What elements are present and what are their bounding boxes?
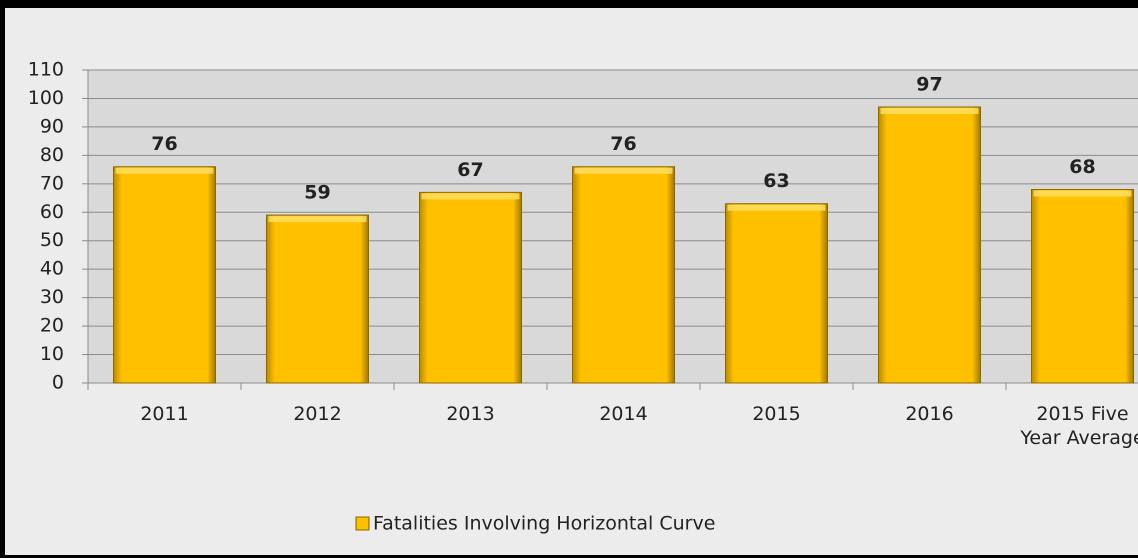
bar-bevel — [268, 216, 367, 223]
bar — [725, 203, 828, 384]
value-label: 67 — [457, 159, 483, 181]
x-tick-label: 2013 — [446, 403, 495, 425]
legend-label: Fatalities Involving Horizontal Curve — [373, 513, 715, 535]
bar — [1031, 189, 1134, 384]
x-tick-label: 2014 — [599, 403, 648, 425]
y-tick-label: 40 — [40, 258, 64, 280]
chart: 0 10 20 30 40 50 60 70 80 90 100 110 76 59 67 76 63 97 68 F… — [28, 59, 1138, 535]
bar-bevel — [115, 167, 214, 174]
bar-bevel — [880, 107, 979, 114]
y-tick-label: 20 — [40, 315, 64, 337]
y-tick-label: 10 — [40, 343, 64, 365]
bar — [113, 166, 216, 384]
value-label: 68 — [1069, 156, 1095, 178]
value-label: 76 — [610, 133, 636, 155]
x-tick-label: 2011 — [140, 403, 189, 425]
x-tick-label: 2015 — [752, 403, 801, 425]
y-tick-label: 0 — [52, 372, 64, 394]
y-tick-label: 50 — [40, 229, 64, 251]
y-tick-label: 110 — [28, 59, 64, 81]
chart-frame: 0 10 20 30 40 50 60 70 80 90 100 110 76 59 67 76 63 97 68 F… — [5, 8, 1138, 555]
bar-bevel — [421, 193, 520, 200]
value-label: 63 — [763, 170, 789, 192]
bar — [878, 106, 981, 384]
bar-bevel — [1033, 190, 1132, 197]
y-tick-label: 90 — [40, 115, 64, 137]
value-label: 97 — [916, 73, 942, 95]
bar — [266, 214, 369, 384]
bar-bevel — [574, 167, 673, 174]
y-tick-label: 100 — [28, 87, 64, 109]
legend-swatch — [355, 516, 370, 531]
y-tick-label: 80 — [40, 144, 64, 166]
y-tick-label: 30 — [40, 286, 64, 308]
bar — [419, 191, 522, 384]
bar — [572, 166, 675, 384]
value-label: 76 — [151, 133, 177, 155]
x-tick-label: 2012 — [293, 403, 342, 425]
bar-bevel — [727, 204, 826, 211]
y-tick-label: 70 — [40, 172, 64, 194]
x-tick-label: 2016 — [905, 403, 954, 425]
value-label: 59 — [304, 182, 330, 204]
y-tick-label: 60 — [40, 201, 64, 223]
x-tick-label: 2015 Five Year Average — [1020, 403, 1138, 449]
